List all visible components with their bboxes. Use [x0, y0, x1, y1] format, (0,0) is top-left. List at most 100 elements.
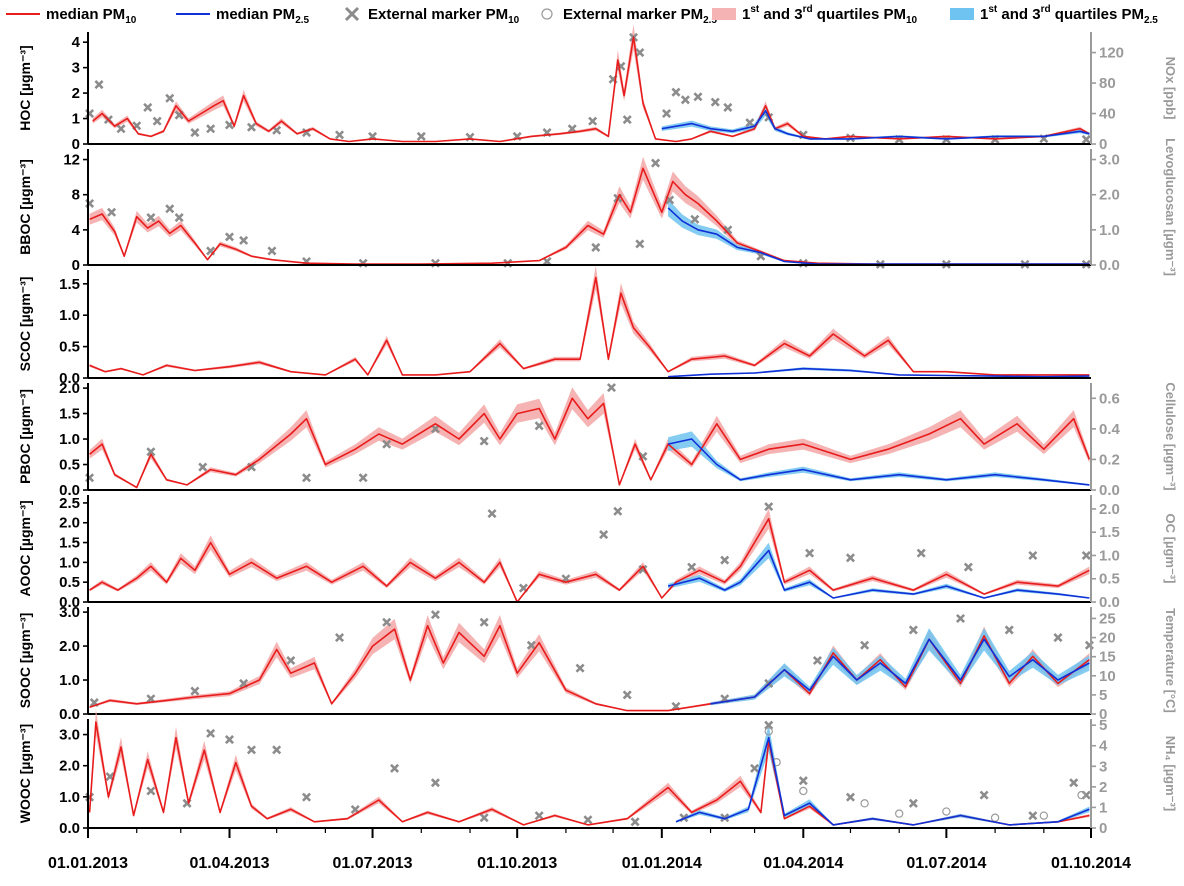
panel-2: 0 4 8 12 0.0 1.0 2.0 3.0 Levoglucosan [µgm⁻³] BBO…: [17, 138, 1178, 276]
y-tick-label: 1.5: [59, 276, 80, 293]
y-tick-label: 0: [72, 257, 80, 274]
external-marker-pm10: [764, 502, 774, 512]
external-marker-pm10: [630, 817, 640, 827]
legend-item-1: median PM10: [6, 6, 137, 26]
y-tick-label: 1: [72, 111, 80, 128]
external-marker-pm10: [567, 124, 577, 134]
external-marker-pm10: [764, 720, 774, 730]
median-pm25-line: [675, 736, 1090, 826]
y-tick-label: 2.0: [59, 515, 80, 532]
y-axis-label: WOOC [µgm⁻³]: [17, 724, 33, 823]
legend-item-2: median PM2.5: [176, 6, 310, 26]
y-tick-label: 1.0: [59, 431, 80, 448]
y-tick-label: 3.0: [59, 604, 80, 621]
external-marker-pm10: [622, 115, 632, 125]
external-marker-pm10: [165, 204, 175, 214]
external-marker-pm10: [358, 473, 368, 483]
external-marker-pm10: [116, 124, 126, 134]
right-tick-label: 0.0: [1099, 257, 1120, 274]
external-marker-pm10: [591, 242, 601, 252]
right-tick-label: 1.0: [1099, 547, 1120, 564]
right-tick-label: 1.0: [1099, 222, 1120, 239]
external-marker-pm10: [190, 128, 200, 138]
external-marker-pm10: [750, 763, 760, 773]
external-marker-pm25: [1039, 811, 1049, 820]
median-pm25-line: [667, 549, 1090, 599]
external-marker-pm10: [606, 383, 617, 393]
y-tick-label: 0: [72, 136, 80, 153]
external-marker-pm10: [690, 214, 700, 224]
external-marker-pm10: [638, 564, 648, 574]
median-pm25-line: [667, 207, 1090, 265]
external-marker-pm10: [812, 655, 822, 666]
external-marker-pm10: [430, 610, 440, 620]
external-marker-pm10: [302, 473, 312, 483]
right-tick-label: 40: [1099, 106, 1116, 123]
y-tick-label: 0.0: [59, 594, 80, 611]
right-tick-label: 0: [1099, 136, 1107, 153]
external-marker-pm10: [382, 439, 392, 449]
legend-label: median PM10: [46, 6, 137, 26]
external-marker-pm10: [845, 792, 855, 802]
external-marker-pm10: [599, 530, 609, 540]
external-marker-pm10: [94, 80, 104, 90]
pm10-quartile-band: [89, 156, 1090, 265]
x-axis: 01.01.2013 01.04.2013 01.07.2013 01.10.2013…: [48, 828, 1131, 872]
y-axis-label: SOOC [µgm⁻³]: [17, 613, 33, 709]
external-marker-pm10: [1081, 550, 1091, 560]
external-marker-pm10: [575, 663, 585, 673]
external-marker-pm25: [990, 813, 1000, 822]
right-axis-label: NH₄ [µgm⁻³]: [1163, 736, 1178, 811]
y-tick-label: 1.5: [59, 535, 80, 552]
right-tick-label: 0.4: [1099, 421, 1121, 438]
median-pm25-line: [710, 638, 1090, 705]
external-marker-pm10: [152, 116, 162, 126]
y-axis-label: BBOC [µgm⁻³]: [17, 159, 33, 255]
right-axis-label: Cellulose [µgm⁻³]: [1163, 382, 1178, 490]
y-tick-label: 1.0: [59, 672, 80, 689]
external-marker-pm10: [272, 745, 282, 755]
pm10-quartile-band: [89, 265, 1090, 376]
panel-6: 0.0 1.0 2.0 3.0 0 5 10 15 20 25 Temperature [°C] SO…: [17, 604, 1178, 723]
right-tick-label: 1: [1099, 799, 1107, 816]
external-marker-pm10: [542, 256, 552, 267]
median-pm25-line: [661, 110, 1090, 140]
external-marker-pm25: [799, 786, 808, 796]
external-marker-pm10: [680, 95, 690, 105]
y-tick-label: 0.5: [59, 457, 80, 474]
pm25-quartile-band: [710, 628, 1090, 706]
right-tick-label: 15: [1099, 649, 1116, 666]
external-marker-pm10: [583, 815, 593, 825]
right-axis-label: Temperature [°C]: [1163, 608, 1178, 713]
external-marker-pm10: [1053, 633, 1063, 643]
external-marker-pm10: [302, 792, 312, 802]
right-tick-label: 10: [1099, 668, 1116, 685]
external-marker-pm10: [662, 109, 672, 119]
y-tick-label: 1.5: [59, 406, 80, 423]
legend-item-4: External marker PM2.5: [541, 6, 717, 26]
panel-4: 0.0 0.5 1.0 1.5 2.0 0.0 0.2 0.4 0.6 Cellulose [µg…: [17, 380, 1178, 499]
legend-label: 1st and 3rd quartiles PM10: [742, 4, 918, 26]
legend-swatch: [541, 8, 553, 20]
pm25-quartile-band: [676, 724, 1090, 826]
y-tick-label: 8: [72, 187, 80, 204]
external-marker-pm10: [335, 130, 345, 140]
external-marker-pm10: [720, 555, 730, 565]
right-tick-label: 0: [1099, 706, 1107, 723]
y-tick-label: 12: [63, 152, 80, 169]
y-tick-label: 2.0: [59, 758, 80, 775]
external-marker-pm10: [286, 655, 296, 666]
external-marker-pm10: [845, 553, 855, 563]
median-pm10-line: [89, 276, 1090, 376]
external-marker-pm10: [805, 548, 815, 558]
legend-swatch: [712, 8, 736, 20]
external-marker-pm10: [487, 509, 497, 519]
right-tick-label: 80: [1099, 75, 1116, 92]
external-marker-pm10: [107, 207, 117, 217]
y-axis-label: AOOC [µgm⁻³]: [17, 500, 33, 596]
right-tick-label: 3.0: [1099, 152, 1120, 169]
right-tick-label: 0.5: [1099, 571, 1120, 588]
median-pm10-line: [89, 397, 1091, 489]
